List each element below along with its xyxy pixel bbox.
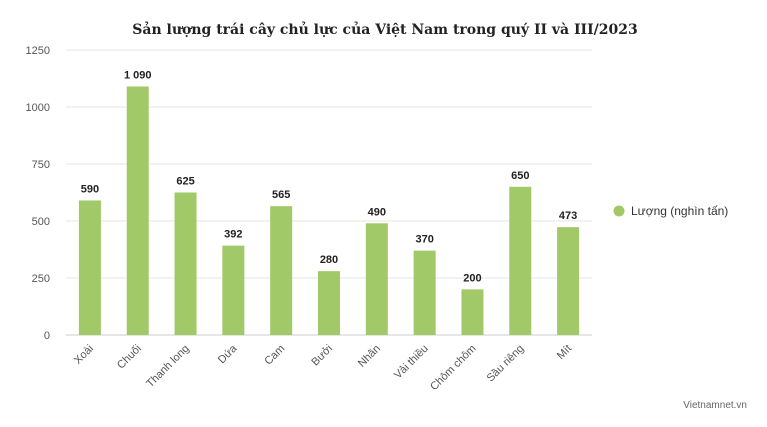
x-tick-label: Chôm chôm	[428, 343, 478, 393]
bar[interactable]	[174, 192, 197, 336]
chart-title: Sản lượng trái cây chủ lực của Việt Nam …	[132, 21, 637, 38]
data-label: 565	[272, 189, 290, 201]
x-tick-label: Nhãn	[356, 343, 383, 370]
y-tick-label: 750	[32, 159, 50, 171]
y-tick-label: 1250	[26, 45, 50, 57]
bar[interactable]	[461, 289, 484, 335]
data-label: 280	[320, 254, 338, 266]
x-tick-label: Chuối	[115, 343, 144, 372]
bars: 590 1 090 625 392 565 280 490 370 200 650 473	[78, 69, 580, 336]
bar[interactable]	[78, 200, 101, 335]
data-label: 590	[81, 183, 99, 195]
y-tick-label: 500	[32, 216, 50, 228]
x-tick-label: Vải thiều	[392, 343, 431, 382]
legend-label: Lượng (nghìn tấn)	[631, 204, 728, 218]
bar[interactable]	[318, 271, 340, 335]
bar[interactable]	[365, 223, 388, 335]
data-label: 473	[559, 210, 577, 222]
x-tick-label: Dứa	[216, 342, 240, 366]
y-axis: 0 250 500 750 1000 1250	[26, 45, 50, 342]
data-label: 650	[511, 170, 529, 182]
x-tick-label: Bưởi	[309, 343, 335, 369]
y-tick-label: 250	[32, 273, 50, 285]
data-label: 370	[415, 234, 433, 246]
x-tick-label: Xoài	[72, 343, 96, 367]
y-tick-label: 0	[44, 330, 50, 342]
y-tick-label: 1000	[26, 102, 50, 114]
legend[interactable]: Lượng (nghìn tấn)	[613, 204, 729, 218]
data-label: 1 090	[124, 69, 152, 81]
bar[interactable]	[413, 250, 436, 335]
data-label: 200	[463, 272, 481, 284]
data-label: 625	[176, 176, 194, 188]
bar[interactable]	[126, 86, 149, 335]
bar[interactable]	[222, 245, 245, 335]
gridlines	[66, 49, 592, 336]
bar[interactable]	[509, 186, 532, 335]
bar[interactable]	[557, 227, 580, 335]
data-label: 490	[368, 206, 386, 218]
x-axis: Xoài Chuối Thanh long Dứa Cam Bưởi Nhãn Vải thi…	[72, 342, 574, 393]
x-tick-label: Thanh long	[144, 343, 191, 390]
data-label: 392	[224, 229, 242, 241]
bar[interactable]	[270, 206, 293, 335]
legend-marker	[613, 205, 625, 217]
source-credit: Vietnamnet.vn	[683, 400, 747, 411]
x-tick-label: Sầu riêng	[485, 343, 527, 385]
x-tick-label: Cam	[262, 343, 287, 368]
x-tick-label: Mít	[555, 343, 574, 362]
